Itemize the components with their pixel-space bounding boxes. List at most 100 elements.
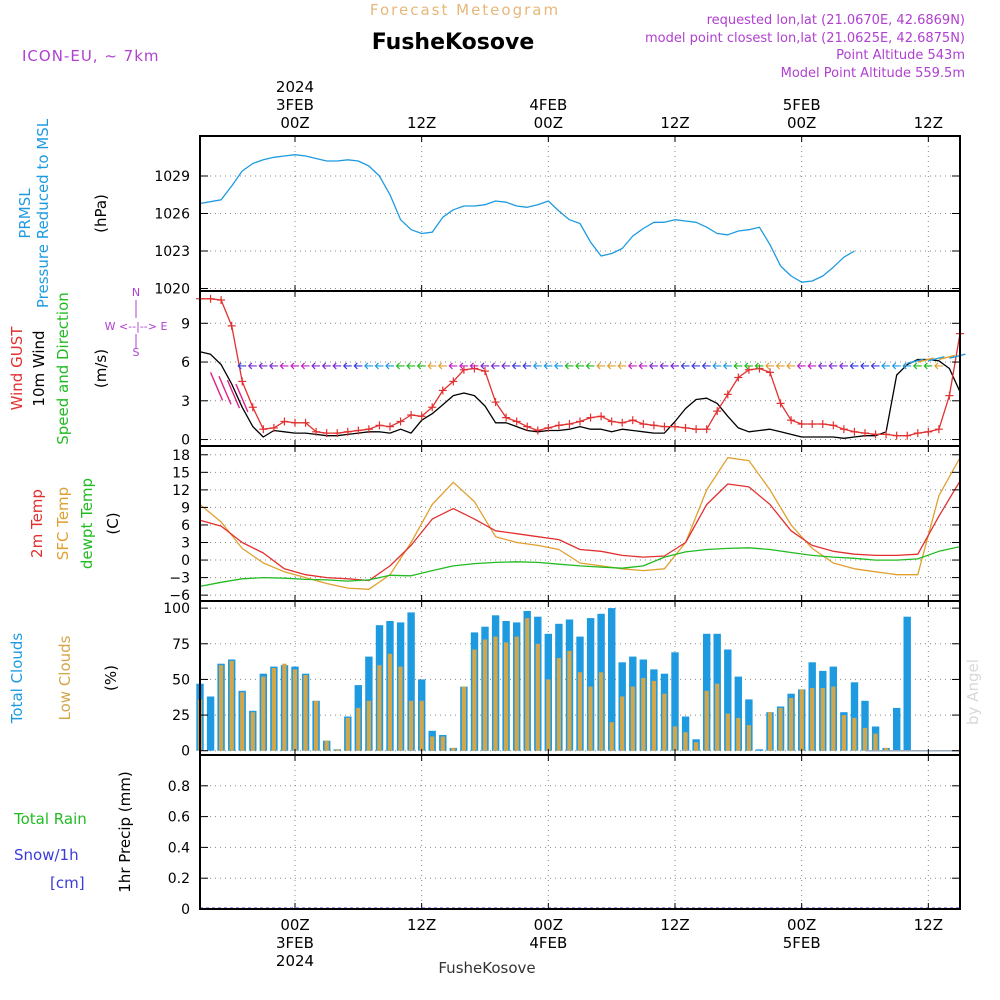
low-cloud-bar [482, 639, 488, 751]
wind-direction-arrow [928, 356, 945, 362]
low-cloud-bar [356, 707, 361, 751]
low-cloud-bar [620, 696, 625, 751]
low-cloud-bar [240, 692, 245, 751]
wind-direction-arrow [807, 362, 817, 370]
low-cloud-bar [261, 676, 266, 751]
wind-direction-arrow [353, 362, 363, 370]
panel-unit-pressure: (hPa) [92, 194, 110, 233]
low-cloud-bar [219, 665, 224, 751]
wind-direction-arrow [817, 362, 827, 370]
compass-n: N [132, 286, 140, 299]
precip-label-snow: Snow/1h [14, 846, 79, 864]
wind-direction-arrow [765, 362, 774, 370]
wind-direction-arrow [448, 362, 458, 370]
header-title-top: Forecast Meteogram [370, 1, 560, 19]
wind-direction-arrow [300, 362, 310, 370]
y-tick-label: 0 [181, 902, 190, 918]
y-tick-label: 0.2 [168, 871, 190, 887]
wind-direction-arrow [522, 362, 532, 370]
wind-direction-arrow [938, 354, 956, 361]
pressure-line [199, 154, 855, 283]
panel-frame-precip [199, 754, 961, 910]
y-tick-label: 0.6 [168, 810, 190, 826]
panel-unit-precip: 1hr Precip (mm) [116, 771, 134, 892]
wind-direction-arrow [638, 362, 648, 370]
y-tick-label: 6 [181, 518, 190, 534]
wind-direction-arrow [564, 362, 574, 370]
wind-direction-arrow [596, 362, 606, 370]
wind-direction-arrow [469, 362, 479, 370]
wind-direction-arrow [290, 362, 299, 370]
low-cloud-bar [303, 675, 308, 751]
y-tick-label: 9 [181, 500, 190, 516]
wind-direction-arrow [554, 362, 563, 370]
low-cloud-bar [831, 686, 836, 751]
wind-direction-arrow [406, 362, 416, 370]
low-cloud-bar [884, 747, 889, 751]
low-cloud-bar [630, 686, 635, 751]
wind-direction-arrow [680, 362, 690, 370]
compass-s: S [133, 346, 140, 359]
low-cloud-bar [683, 732, 688, 751]
low-cloud-bar [430, 736, 435, 751]
top-date-label: 5FEB [783, 96, 821, 114]
total-cloud-bar [407, 612, 415, 751]
wind-direction-arrow [332, 362, 342, 370]
low-cloud-bar [335, 749, 340, 751]
low-cloud-bar [324, 740, 329, 751]
y-tick-label: 0 [181, 433, 190, 449]
header-closest-point: model point closest lon,lat (21.0625E, 4… [645, 31, 965, 46]
wind-direction-arrow [934, 362, 943, 370]
bottom-date-label: 5FEB [783, 934, 821, 952]
panel-label-wind: Speed and Direction [54, 292, 72, 445]
wind-direction-arrow [744, 362, 753, 370]
wind-direction-arrow [860, 362, 869, 370]
wind-direction-arrow [733, 362, 743, 370]
low-cloud-bar [514, 636, 519, 751]
low-cloud-bar [451, 747, 456, 751]
wind-direction-arrow [870, 362, 880, 370]
wind-direction-arrow [796, 362, 806, 370]
low-cloud-bar [535, 643, 540, 751]
y-tick-label: 18 [172, 448, 190, 464]
top-date-label: 2024 [276, 78, 314, 96]
total-cloud-bar [893, 707, 901, 751]
low-cloud-bar [577, 672, 583, 751]
y-tick-label: 3 [181, 394, 190, 410]
top-date-label: 4FEB [529, 96, 567, 114]
low-cloud-bar [556, 658, 561, 751]
bottom-time-label: 12Z [407, 916, 436, 934]
low-cloud-bar [398, 666, 403, 751]
wind-direction-arrow [691, 362, 701, 370]
wind-direction-arrow [321, 362, 331, 370]
low-cloud-bar [366, 700, 371, 751]
wind-direction-arrow [907, 358, 924, 365]
bottom-date-label: 2024 [276, 952, 314, 970]
wind-direction-arrow [311, 362, 321, 370]
low-cloud-bar [250, 712, 255, 751]
wind-direction-arrow [237, 362, 247, 370]
wind-direction-arrow [209, 372, 224, 401]
bottom-time-label: 00Z [280, 916, 309, 934]
panel-label-pressure: PRMSL [16, 188, 34, 239]
low-cloud-bar [641, 678, 646, 751]
y-tick-label: 1023 [154, 244, 190, 260]
bottom-time-label: 12Z [914, 916, 943, 934]
wind-direction-arrow [218, 375, 232, 405]
top-time-label: 12Z [407, 114, 436, 132]
panel-label-temp: SFC Temp [54, 487, 72, 560]
low-cloud-bar [778, 707, 783, 751]
wind-direction-arrow [459, 362, 468, 370]
low-cloud-bar [599, 672, 604, 751]
wind-direction-arrow [923, 362, 933, 370]
low-cloud-bar [292, 669, 298, 751]
low-cloud-bar [282, 663, 287, 751]
total-cloud-bar [861, 700, 869, 751]
wind-direction-arrow [754, 362, 764, 370]
low-cloud-bar [567, 650, 572, 751]
wind-direction-arrow [659, 362, 669, 370]
total-cloud-bar [206, 696, 215, 751]
y-tick-label: 1020 [154, 282, 190, 298]
total-cloud-bar [608, 608, 616, 751]
low-cloud-bar [736, 717, 741, 751]
